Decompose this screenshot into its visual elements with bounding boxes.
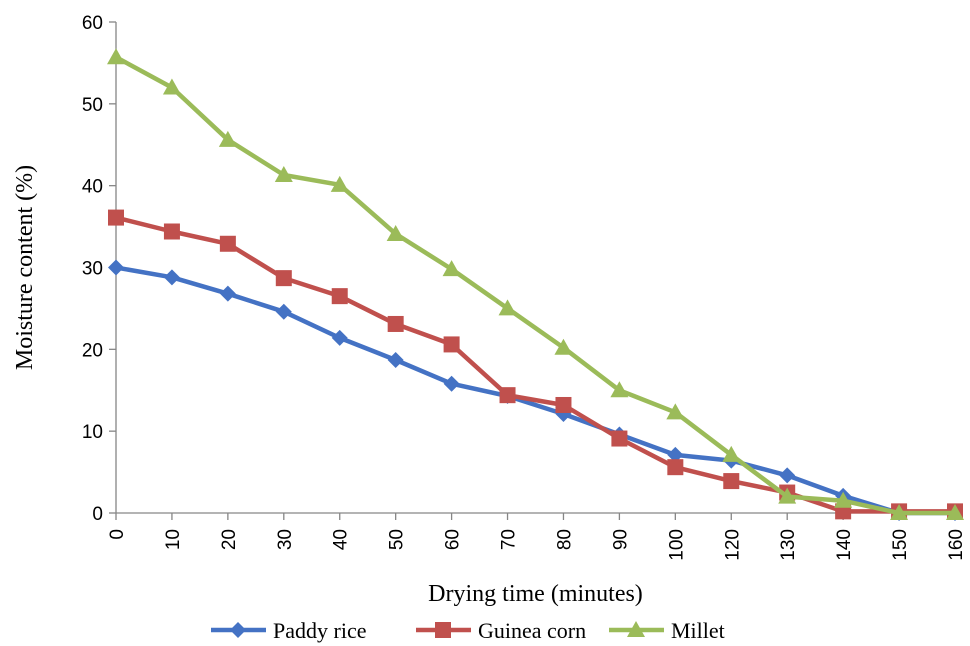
series-line-paddy-rice — [115, 265, 955, 516]
data-point-guinea-corn — [723, 473, 740, 490]
data-point-guinea-corn — [667, 459, 684, 476]
data-point-guinea-corn — [443, 336, 460, 353]
data-point-guinea-corn — [108, 209, 124, 226]
data-point-paddy-rice — [443, 375, 460, 392]
legend-marker — [435, 622, 451, 638]
data-point-millet — [890, 504, 909, 520]
data-point-guinea-corn — [331, 288, 348, 305]
data-point-paddy-rice — [163, 269, 180, 286]
legend-item-paddy-rice: Paddy rice — [211, 618, 366, 643]
data-point-paddy-rice — [108, 259, 124, 276]
data-point-millet — [834, 491, 853, 508]
data-point-guinea-corn — [611, 430, 628, 447]
x-tick-label: 150 — [890, 529, 911, 561]
data-point-millet — [722, 445, 741, 462]
x-tick-label: 120 — [722, 529, 743, 561]
series-paddy-rice — [108, 259, 963, 521]
x-tick-label: 40 — [331, 529, 352, 550]
data-point-millet — [386, 224, 405, 241]
y-tick-label: 0 — [92, 504, 103, 525]
legend-marker — [230, 622, 246, 638]
data-point-millet — [554, 338, 573, 355]
data-point-millet — [162, 78, 181, 95]
data-point-millet — [274, 166, 293, 183]
data-point-guinea-corn — [387, 315, 404, 332]
x-tick-label: 30 — [275, 529, 296, 550]
legend: Paddy rice Guinea corn Millet — [211, 618, 725, 643]
y-tick-label: 60 — [82, 13, 103, 34]
legend-item-guinea-corn: Guinea corn — [416, 618, 586, 643]
x-tick-label: 160 — [946, 529, 967, 561]
legend-marker — [627, 621, 645, 637]
legend-label: Paddy rice — [273, 618, 366, 643]
x-tick-label: 20 — [219, 529, 240, 550]
x-tick-label: 50 — [387, 529, 408, 550]
x-tick-label: 80 — [554, 529, 575, 550]
x-tick-label: 70 — [499, 529, 520, 550]
data-point-millet — [666, 403, 685, 420]
x-tick-label: 0 — [107, 529, 128, 540]
y-tick-label: 40 — [82, 177, 103, 198]
y-tick-label: 30 — [82, 259, 103, 280]
data-point-guinea-corn — [163, 223, 180, 240]
data-point-millet — [442, 260, 461, 277]
y-tick-label: 20 — [82, 340, 103, 361]
x-tick-label: 140 — [834, 529, 855, 561]
legend-label: Millet — [671, 618, 725, 643]
data-point-paddy-rice — [331, 329, 348, 346]
series-layer — [107, 48, 964, 521]
x-tick-label: 10 — [163, 529, 184, 550]
x-tick-label: 90 — [610, 529, 631, 550]
series-millet — [107, 48, 964, 520]
data-point-guinea-corn — [275, 270, 292, 287]
data-point-paddy-rice — [275, 303, 292, 320]
series-guinea-corn — [108, 209, 963, 520]
data-point-millet — [498, 299, 517, 316]
data-point-guinea-corn — [219, 235, 236, 252]
data-point-millet — [778, 487, 797, 504]
y-tick-label: 10 — [82, 422, 103, 443]
series-line-millet — [114, 55, 955, 516]
legend-item-millet: Millet — [609, 618, 725, 643]
data-point-guinea-corn — [555, 396, 572, 413]
data-point-millet — [330, 175, 349, 192]
data-point-millet — [610, 381, 629, 398]
series-line-guinea-corn — [115, 215, 955, 514]
y-axis: 0 10 20 30 40 50 60 — [82, 13, 117, 525]
data-point-millet — [107, 48, 125, 65]
data-point-paddy-rice — [387, 351, 404, 368]
x-tick-label: 130 — [778, 529, 799, 561]
data-point-paddy-rice — [219, 285, 236, 302]
data-point-guinea-corn — [499, 387, 516, 404]
y-tick-label: 50 — [82, 95, 103, 116]
x-tick-label: 100 — [666, 529, 687, 561]
data-point-millet — [218, 130, 237, 147]
x-axis: 0 10 20 30 40 50 60 70 80 90 100 120 130 140 150 160 — [107, 512, 967, 561]
data-point-paddy-rice — [779, 467, 796, 484]
y-axis-title: Moisture content (%) — [12, 165, 38, 370]
x-axis-title: Drying time (minutes) — [428, 581, 643, 607]
legend-label: Guinea corn — [478, 618, 586, 643]
data-point-paddy-rice — [667, 446, 684, 463]
x-tick-label: 60 — [443, 529, 464, 550]
data-point-millet — [946, 504, 964, 520]
